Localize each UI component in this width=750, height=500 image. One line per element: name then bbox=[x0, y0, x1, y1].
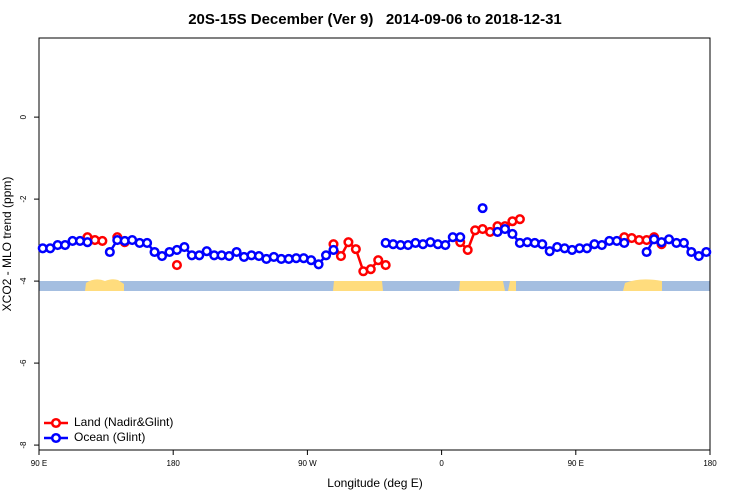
data-point bbox=[373, 255, 384, 266]
legend-marker bbox=[50, 432, 62, 444]
data-point bbox=[104, 246, 115, 258]
legend-label: Ocean (Glint) bbox=[74, 430, 145, 444]
data-point bbox=[179, 242, 190, 253]
data-point bbox=[455, 232, 466, 243]
land-patch bbox=[459, 281, 516, 291]
data-point bbox=[537, 239, 548, 250]
chart-title: 20S-15S December (Ver 9) 2014-09-06 to 2… bbox=[188, 11, 562, 28]
y-tick-label: -4 bbox=[19, 277, 28, 285]
plot-frame bbox=[38, 37, 711, 451]
data-point bbox=[678, 237, 689, 249]
data-point bbox=[499, 223, 511, 235]
data-point bbox=[686, 246, 697, 258]
data-point bbox=[82, 237, 93, 248]
y-tick-label: -8 bbox=[19, 441, 28, 449]
data-point bbox=[701, 246, 712, 258]
y-tick-label: 0 bbox=[19, 114, 28, 119]
legend-marker bbox=[50, 417, 62, 429]
data-point bbox=[693, 251, 704, 262]
data-point bbox=[343, 237, 354, 248]
y-axis-label: XCO2 - MLO trend (ppm) bbox=[0, 177, 14, 312]
data-point bbox=[201, 246, 212, 257]
y-tick-label: -2 bbox=[19, 195, 28, 203]
data-point bbox=[194, 250, 205, 261]
x-tick-label: 90 E bbox=[568, 459, 584, 468]
data-point bbox=[149, 246, 160, 258]
data-point bbox=[462, 244, 473, 255]
data-point bbox=[477, 203, 488, 214]
data-point bbox=[60, 239, 71, 251]
legend-label: Land (Nadir&Glint) bbox=[74, 415, 173, 429]
land-patch bbox=[623, 279, 662, 291]
data-point bbox=[171, 260, 182, 271]
data-point bbox=[581, 243, 593, 254]
data-point bbox=[544, 246, 555, 257]
data-point bbox=[663, 234, 675, 245]
x-tick-label: 90 W bbox=[298, 459, 317, 468]
data-point bbox=[231, 246, 242, 258]
data-point bbox=[350, 244, 361, 255]
x-axis-label: Longitude (deg E) bbox=[327, 476, 422, 490]
data-point bbox=[619, 237, 630, 249]
x-tick-label: 180 bbox=[703, 459, 717, 468]
data-point bbox=[440, 239, 451, 251]
data-point bbox=[328, 244, 339, 255]
x-tick-label: 90 E bbox=[31, 459, 47, 468]
data-point bbox=[335, 251, 347, 262]
surface-mask bbox=[39, 279, 710, 291]
data-point bbox=[320, 250, 332, 261]
land-patch bbox=[333, 281, 383, 291]
data-point bbox=[142, 237, 153, 249]
data-point bbox=[156, 251, 168, 262]
data-point bbox=[596, 239, 607, 251]
data-point bbox=[514, 214, 525, 225]
x-tick-label: 180 bbox=[167, 459, 181, 468]
data-point bbox=[380, 260, 391, 271]
data-point bbox=[365, 264, 376, 275]
data-point bbox=[97, 235, 108, 246]
data-point bbox=[641, 246, 652, 258]
data-point bbox=[313, 259, 324, 270]
x-tick-label: 0 bbox=[439, 459, 444, 468]
land-patch bbox=[85, 279, 124, 291]
data-point bbox=[507, 228, 518, 240]
data-point bbox=[224, 251, 235, 262]
data-point bbox=[306, 255, 317, 266]
y-tick-label: -6 bbox=[19, 359, 28, 367]
